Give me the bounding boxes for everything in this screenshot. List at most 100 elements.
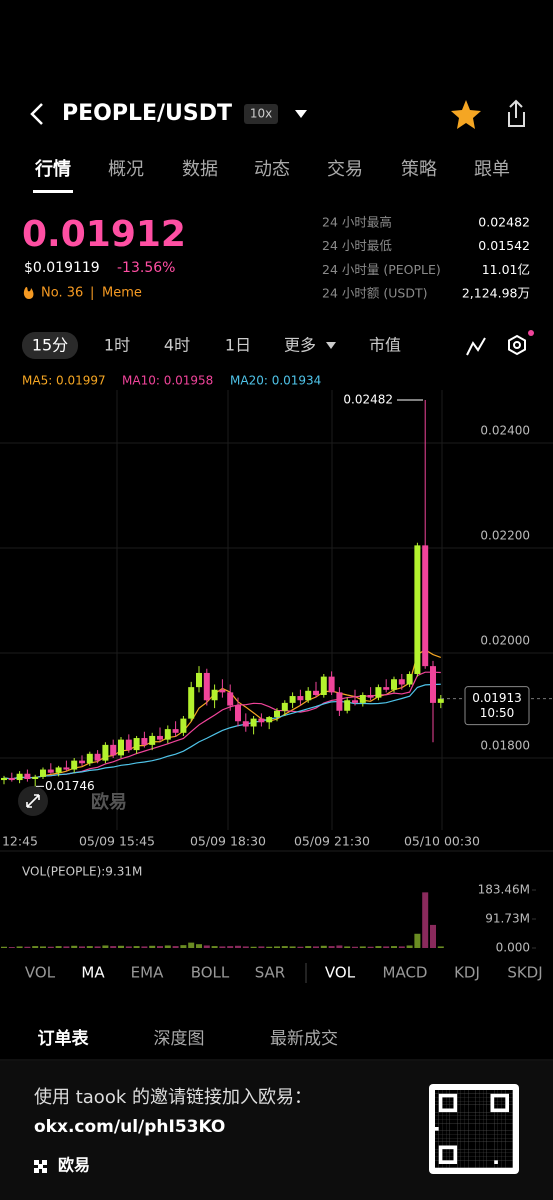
volume-bar — [40, 946, 46, 948]
period-pill — [22, 332, 78, 359]
qr-module — [460, 1112, 465, 1116]
dropdown[interactable] — [295, 110, 307, 118]
candle-body — [391, 679, 397, 690]
rank: No. 36 — [41, 286, 83, 301]
period[interactable]: 市值 — [369, 336, 401, 355]
qr-module — [449, 1164, 454, 1168]
last-price: 0.01912 — [22, 214, 186, 255]
qr-module — [486, 1101, 491, 1105]
indicator-tab[interactable]: KDJ — [454, 964, 480, 982]
bottom-tab[interactable]: 订单表 — [38, 1028, 90, 1049]
qr-module — [509, 1101, 513, 1105]
qr-module — [497, 1160, 502, 1164]
qr-module — [479, 1093, 484, 1098]
tag: Meme — [102, 286, 142, 301]
qr-module — [494, 1149, 498, 1153]
qr-module — [460, 1119, 465, 1124]
qr-module — [509, 1141, 513, 1146]
candle-body — [24, 773, 31, 779]
qr-module — [483, 1127, 487, 1131]
candle-body — [110, 744, 117, 756]
tab[interactable]: 跟单 — [474, 159, 510, 180]
indicator-tab[interactable]: VOL — [25, 964, 56, 982]
qr-module — [449, 1130, 454, 1135]
period[interactable]: 1日 — [225, 336, 251, 355]
qr-module — [468, 1138, 472, 1142]
tab[interactable]: 交易 — [327, 159, 363, 180]
bottom-tab[interactable]: 深度图 — [154, 1029, 205, 1049]
qr-module — [472, 1093, 476, 1098]
qr-module — [505, 1130, 509, 1135]
tab[interactable]: 行情 — [34, 158, 71, 180]
qr-module — [490, 1112, 495, 1116]
volume-bar — [242, 946, 249, 948]
qr-module — [460, 1093, 465, 1098]
volume-bar — [71, 945, 78, 948]
candle-body — [203, 672, 210, 701]
favorite-star[interactable] — [451, 100, 481, 129]
back-button[interactable] — [30, 103, 43, 125]
qr-module — [494, 1097, 498, 1102]
y-tick-label: 0.02400 — [480, 424, 530, 438]
qr-module — [435, 1134, 439, 1139]
indicator-tab[interactable]: BOLL — [191, 964, 230, 982]
qr-module — [464, 1104, 469, 1109]
tab[interactable]: 动态 — [254, 159, 290, 180]
volume-bar — [352, 946, 358, 948]
qr-module — [453, 1127, 458, 1131]
volume-tick-label: 0.000 — [496, 941, 530, 955]
indicator-tab[interactable]: SKDJ — [507, 964, 542, 982]
qr-module — [449, 1149, 454, 1153]
tab[interactable]: 数据 — [182, 159, 218, 180]
qr-module — [438, 1141, 443, 1146]
tab[interactable]: 概况 — [108, 159, 144, 180]
period[interactable]: 15分 — [32, 336, 68, 355]
indicator-tab[interactable]: SAR — [255, 964, 285, 982]
bottom-tab[interactable]: 最新成交 — [270, 1029, 338, 1049]
qr-module — [486, 1164, 491, 1168]
qr-module — [438, 1130, 443, 1135]
period[interactable]: 4时 — [164, 336, 190, 355]
qr-module — [457, 1115, 461, 1120]
qr-module — [457, 1097, 461, 1102]
candle-body — [211, 689, 218, 701]
qr-module — [475, 1145, 480, 1150]
candle-body — [157, 735, 163, 740]
candle-body — [164, 729, 171, 740]
qr-module — [486, 1090, 491, 1094]
qr-module — [501, 1130, 506, 1135]
period[interactable]: 1时 — [104, 336, 130, 355]
qr-module — [479, 1156, 484, 1161]
qr-module — [446, 1138, 450, 1142]
tab[interactable]: 策略 — [401, 159, 437, 180]
qr-module — [483, 1141, 487, 1146]
usd-price: $0.019119 — [24, 260, 100, 276]
qr-module — [460, 1152, 465, 1157]
candle-body — [94, 753, 101, 761]
volume-bar — [266, 946, 273, 948]
volume-bar — [211, 946, 218, 948]
indicator-icon[interactable] — [466, 337, 486, 356]
qr-module — [442, 1115, 447, 1120]
logo-square — [42, 1168, 47, 1173]
qr-module — [483, 1108, 487, 1113]
settings-icon-center — [513, 341, 521, 349]
volume-bar — [133, 946, 140, 948]
indicator-tab[interactable]: MACD — [383, 964, 428, 982]
indicator-tab[interactable]: EMA — [131, 964, 164, 982]
settings-icon[interactable] — [508, 334, 526, 356]
invite-link[interactable]: okx.com/ul/phI53KO — [34, 1117, 225, 1137]
logo-square — [42, 1160, 47, 1165]
qr-module — [435, 1123, 439, 1127]
indicator-tab[interactable]: VOL — [325, 964, 356, 982]
period[interactable]: 更多 — [284, 336, 316, 355]
qr-module — [460, 1101, 465, 1105]
qr-module — [453, 1123, 458, 1127]
qr-module — [472, 1112, 476, 1116]
share-icon[interactable] — [508, 99, 525, 127]
max-label: 0.02482 — [343, 392, 393, 406]
qr-module — [453, 1141, 458, 1146]
qr-module — [486, 1138, 491, 1142]
candle-body — [336, 692, 343, 711]
indicator-tab[interactable]: MA — [81, 964, 105, 982]
